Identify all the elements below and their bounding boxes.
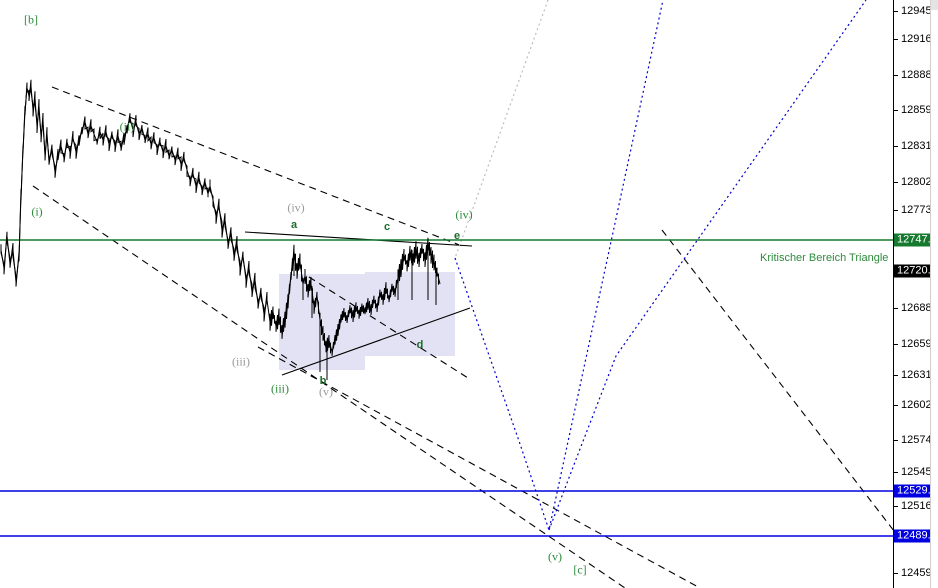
axis-tick-label: 12459.5 [901, 567, 938, 579]
axis-tick [893, 11, 898, 12]
axis-tick [893, 506, 898, 507]
triangle-zone-right [365, 272, 455, 356]
axis-tick-label: 12545.0 [901, 466, 938, 478]
price-tag-green[interactable]: 12747.4 [894, 233, 938, 247]
right-descend-dashed[interactable] [661, 229, 893, 588]
wave-label-d[interactable]: d [416, 339, 424, 351]
wave-label-i[interactable]: (i) [31, 204, 43, 219]
annotation-kritischer-bereich: Kritischer Bereich Triangle [760, 252, 889, 264]
axis-tick-label: 12516.5 [901, 500, 938, 512]
axis-tick [893, 75, 898, 76]
axis-tick-label: 12574.0 [901, 434, 938, 446]
wave-label-b-bracket[interactable]: [b] [24, 12, 38, 27]
inner-dashed-diagonal[interactable] [308, 276, 469, 379]
horizontal-lines-group [0, 239, 893, 537]
wave-label-e[interactable]: e [453, 230, 461, 242]
axis-tick [893, 344, 898, 345]
scrollbar-thumb[interactable] [931, 0, 938, 10]
axis-tick-label: 12916.5 [901, 33, 938, 45]
axis-vertical-line [893, 0, 894, 588]
wave-label-v-green[interactable]: (v) [548, 549, 562, 564]
axis-tick [893, 308, 898, 309]
price-tag-blue-lower[interactable]: 12489.7 [894, 529, 938, 543]
axis-tick-label: 12888.0 [901, 69, 938, 81]
wave-label-iii-grey[interactable]: (iii) [232, 354, 250, 369]
channel-upper-dashed[interactable] [51, 86, 463, 247]
price-midline [0, 85, 441, 353]
axis-tick-label: 12688.0 [901, 302, 938, 314]
axis-tick-label: 12631.0 [901, 369, 938, 381]
axis-tick-label: 12859.5 [901, 104, 938, 116]
price-series-group [0, 79, 441, 380]
wave-label-iv-grey[interactable]: (iv) [287, 200, 305, 215]
axis-tick-label: 12945.0 [901, 5, 938, 17]
wave-label-b[interactable]: b [319, 375, 327, 387]
axis-tick [893, 146, 898, 147]
axis-tick [893, 375, 898, 376]
axis-tick [893, 405, 898, 406]
blue-dotted-projection-2[interactable] [548, 0, 867, 531]
shaded-zones-group [279, 272, 455, 370]
axis-tick [893, 440, 898, 441]
vertical-scrollbar[interactable] [930, 0, 938, 588]
axis-tick [893, 573, 898, 574]
axis-tick [893, 210, 898, 211]
triangle-upper-solid[interactable] [244, 231, 473, 247]
trendlines-group [32, 86, 893, 588]
axis-tick [893, 110, 898, 111]
axis-tick-label: 12602.5 [901, 399, 938, 411]
wave-label-ii[interactable]: (ii) [119, 119, 135, 134]
wave-label-c[interactable]: c [383, 221, 391, 233]
price-tag-black[interactable]: 12720.5 [894, 264, 938, 278]
chart-svg [0, 0, 893, 588]
dax-price-line [0, 79, 209, 287]
projection-lines-group [454, 0, 867, 533]
triangle-lower-solid[interactable] [281, 307, 471, 376]
wave-label-iv-green[interactable]: (iv) [455, 207, 473, 222]
axis-tick-label: 12802.0 [901, 176, 938, 188]
blue-dotted-projection-1[interactable] [454, 0, 664, 533]
price-tag-blue-upper[interactable]: 12529.7 [894, 484, 938, 498]
wave-label-a[interactable]: a [290, 219, 298, 231]
wave-label-c-bracket[interactable]: [c] [573, 562, 587, 577]
wave-label-v-grey[interactable]: (v) [319, 384, 333, 399]
axis-tick-label: 12659.5 [901, 338, 938, 350]
chart-plot-area[interactable]: [b] (i) (ii) (iii) (iii) (iv) (iv) (v) (v) [c] a b c… [0, 0, 893, 588]
axis-tick [893, 39, 898, 40]
axis-tick [893, 182, 898, 183]
axis-tick [893, 472, 898, 473]
grey-dotted-projection[interactable] [454, 0, 549, 259]
axis-tick-label: 12831.0 [901, 140, 938, 152]
axis-tick-label: 12773.5 [901, 204, 938, 216]
wave-label-iii-green[interactable]: (iii) [271, 381, 289, 396]
